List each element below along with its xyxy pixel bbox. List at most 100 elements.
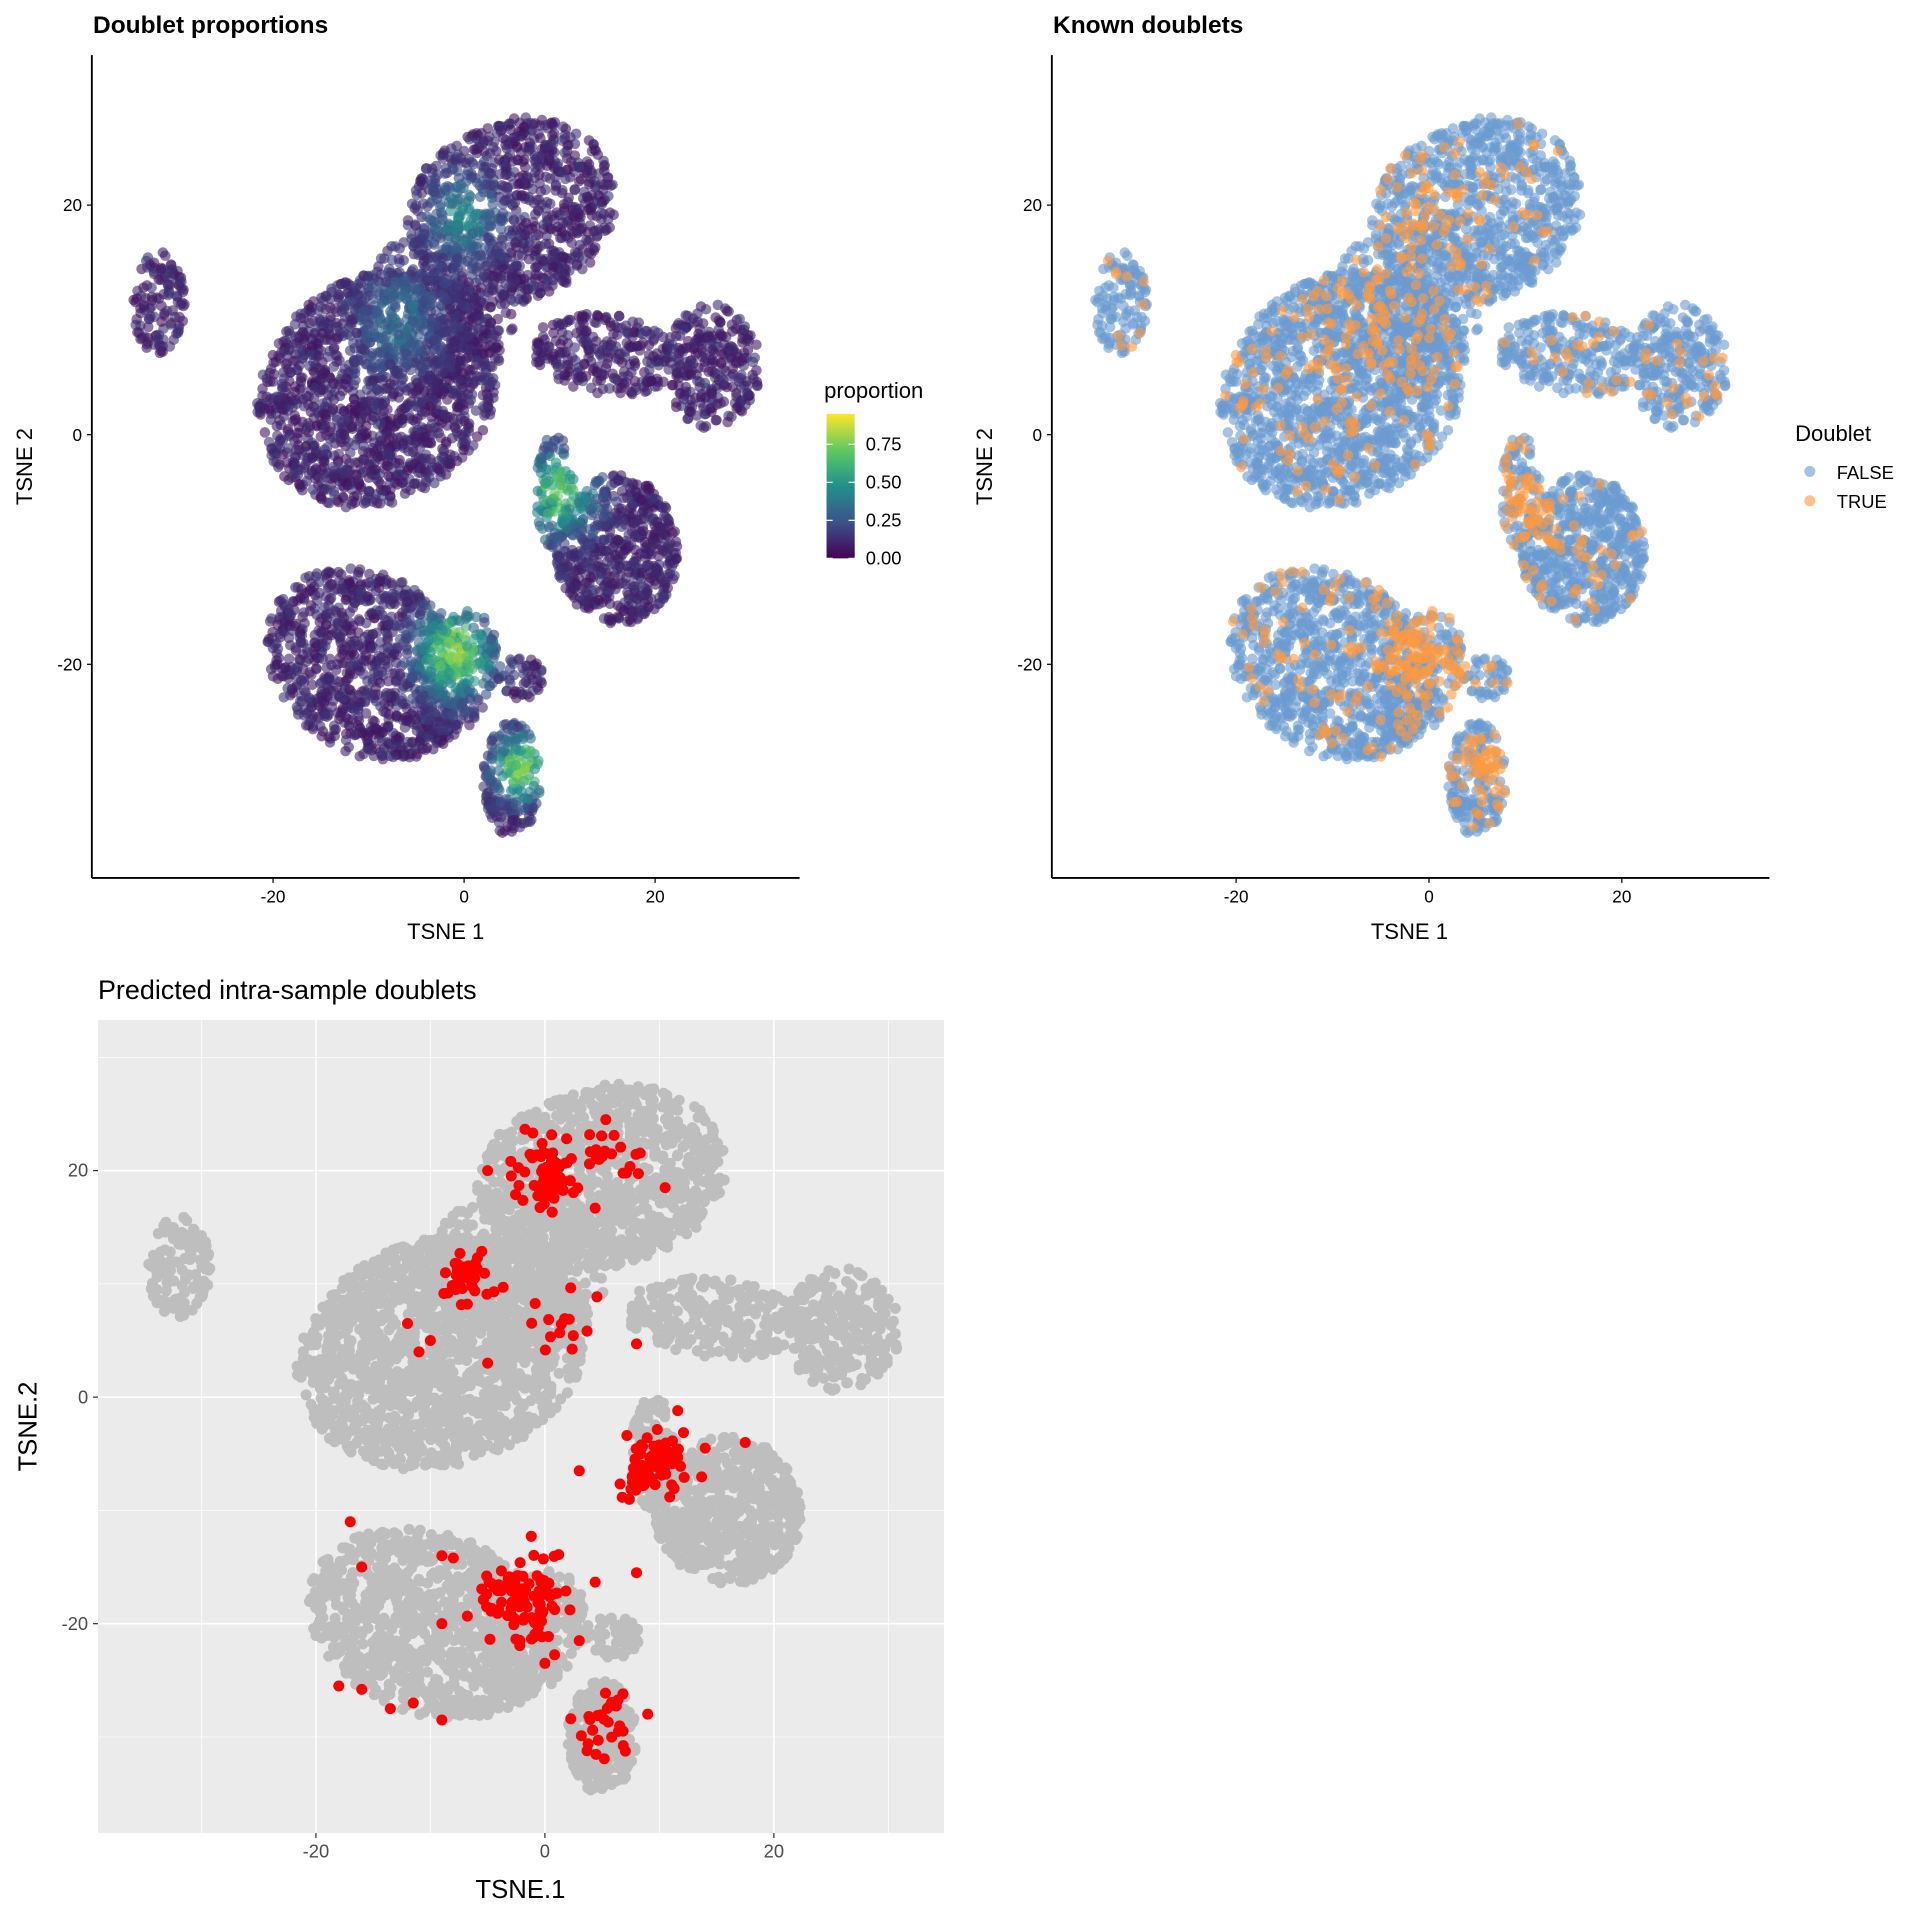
proportion-point [511, 816, 523, 828]
proportion-point [453, 375, 464, 386]
proportion-point [358, 498, 370, 509]
proportion-point [135, 307, 146, 319]
proportion-point [658, 592, 670, 603]
proportion-point [303, 469, 315, 480]
proportion-point [605, 320, 617, 332]
proportion-point [266, 443, 277, 455]
proportion-point [408, 400, 419, 412]
proportion-point [696, 389, 707, 400]
proportion-point [571, 599, 583, 610]
proportion-point [518, 678, 530, 689]
proportion-point [157, 247, 169, 258]
proportion-point [608, 209, 619, 220]
proportion-point [437, 252, 448, 264]
proportion-point [637, 525, 649, 537]
proportion-point [508, 688, 519, 700]
proportion-point [738, 324, 750, 336]
proportion-point [393, 253, 404, 265]
proportion-point [411, 719, 423, 731]
proportion-point [566, 237, 577, 248]
proportion-point [384, 618, 395, 630]
proportion-point [463, 418, 475, 429]
proportion-point [320, 640, 331, 652]
proportion-point [644, 483, 655, 495]
proportion-point [486, 754, 498, 765]
proportion-point [283, 632, 295, 644]
proportion-point [540, 478, 551, 489]
proportion-point [326, 283, 337, 294]
proportion-point [162, 289, 174, 301]
proportion-point [338, 492, 349, 504]
proportion-point [565, 314, 576, 326]
proportion-point [567, 381, 579, 392]
proportion-point [522, 245, 533, 257]
proportion-point [495, 298, 507, 310]
proportion-point [350, 729, 362, 741]
proportion-point [482, 256, 494, 268]
proportion-point [612, 535, 624, 546]
proportion-point [153, 274, 164, 285]
proportion-point [698, 346, 709, 358]
proportion-point [295, 376, 307, 387]
proportion-point [576, 520, 588, 532]
proportion-point [351, 327, 363, 339]
proportion-point [300, 441, 312, 452]
proportion-point [598, 161, 610, 172]
proportion-point [295, 308, 306, 320]
proportion-point [439, 278, 451, 289]
proportion-point [328, 378, 339, 389]
proportion-point [742, 388, 753, 399]
proportion-point [496, 250, 507, 262]
proportion-point [268, 456, 280, 467]
proportion-point [478, 678, 489, 689]
proportion-point [493, 154, 505, 165]
proportion-point [576, 372, 588, 383]
proportion-point [621, 327, 633, 339]
proportion-point [303, 570, 315, 582]
proportion-point [550, 457, 562, 469]
proportion-point [483, 787, 495, 798]
panel1-title: Doublet proportions [93, 12, 328, 39]
proportion-point [259, 427, 271, 438]
proportion-point [592, 387, 603, 399]
proportion-point [321, 442, 333, 453]
proportion-point [417, 743, 428, 755]
proportion-point [485, 660, 496, 671]
proportion-point [561, 274, 572, 285]
proportion-point [351, 636, 363, 647]
proportion-point [394, 454, 405, 466]
proportion-point [292, 709, 304, 720]
proportion-point [345, 563, 357, 574]
proportion-point [527, 685, 539, 697]
proportion-point [311, 663, 322, 674]
proportion-point [559, 375, 570, 386]
proportion-point [465, 394, 477, 406]
proportion-point [569, 138, 581, 150]
proportion-point [505, 654, 516, 665]
proportion-point [506, 826, 518, 837]
proportion-point [653, 559, 665, 570]
proportion-point [453, 172, 465, 184]
proportion-point [667, 379, 679, 391]
proportion-point [742, 344, 754, 356]
proportion-point [555, 338, 566, 350]
proportion-point [510, 205, 522, 217]
proportion-point [441, 436, 452, 448]
proportion-point [519, 154, 530, 165]
proportion-point [537, 322, 549, 333]
proportion-point [610, 373, 621, 385]
proportion-point [463, 205, 475, 217]
proportion-point [340, 641, 352, 653]
proportion-point [296, 690, 307, 702]
proportion-point [555, 166, 566, 178]
proportion-point [612, 510, 624, 521]
proportion-point [535, 467, 547, 479]
proportion-point [532, 243, 543, 255]
proportion-point [448, 163, 459, 175]
proportion-point [528, 780, 540, 792]
proportion-point [176, 276, 187, 287]
proportion-point [573, 175, 585, 187]
proportion-point [363, 290, 374, 301]
proportion-point [428, 237, 440, 248]
